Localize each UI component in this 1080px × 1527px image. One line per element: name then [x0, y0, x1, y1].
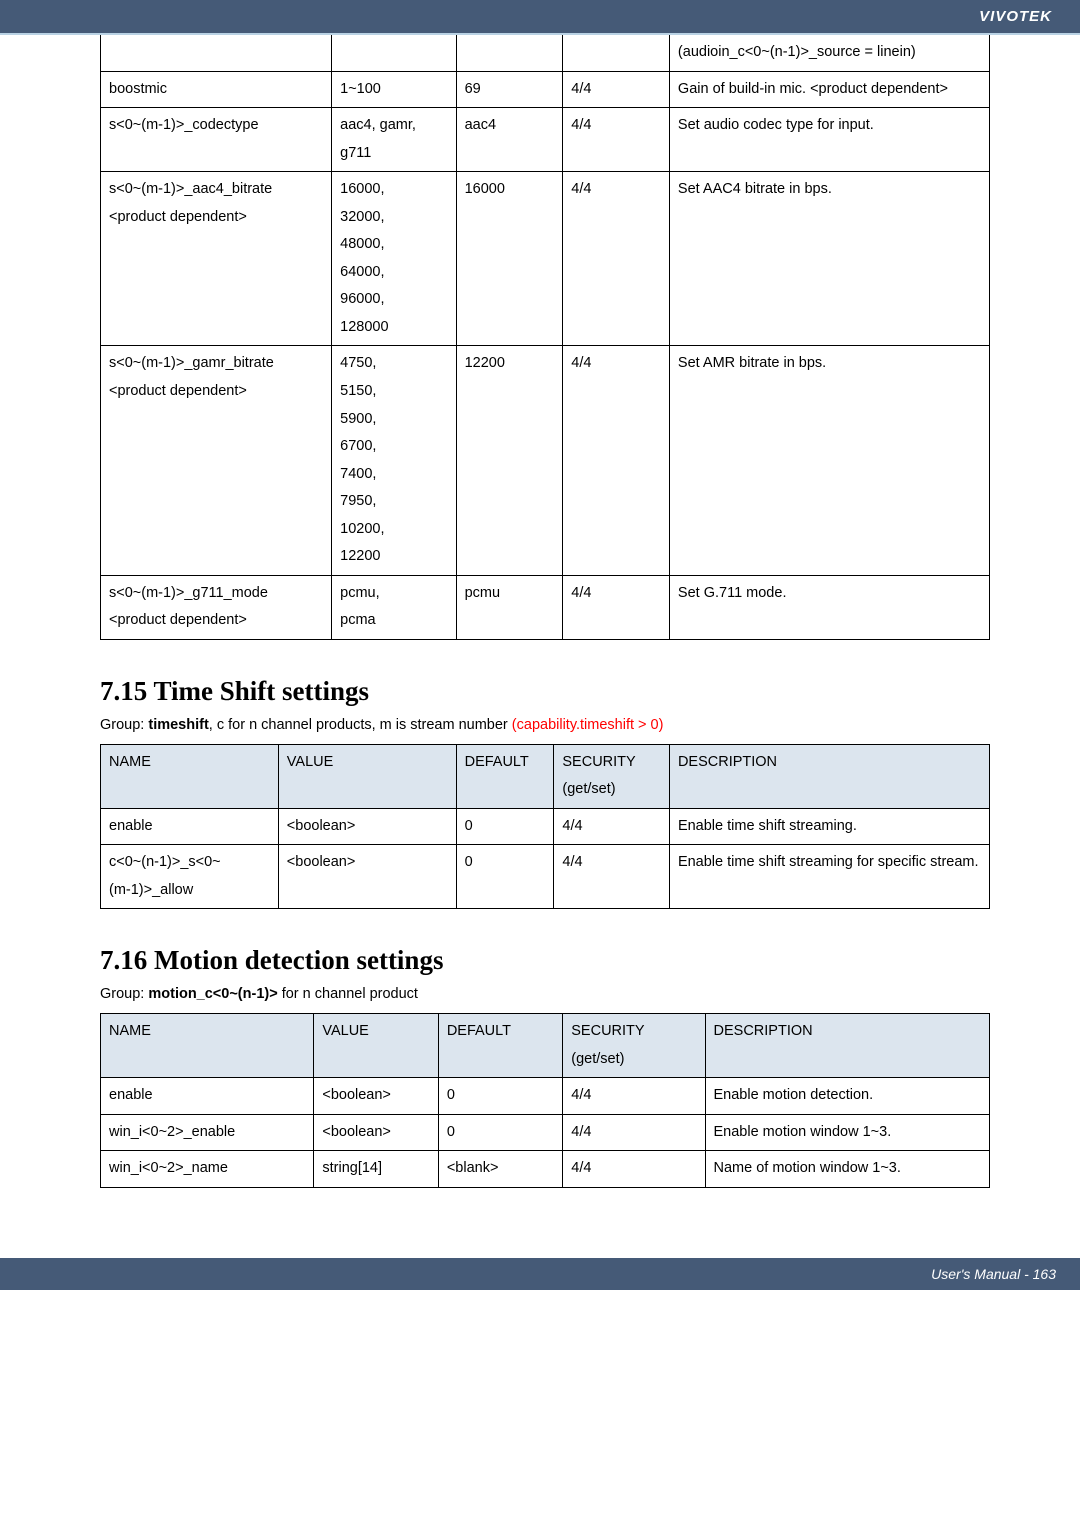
cell-def: 0 [438, 1078, 562, 1115]
group-rest: , c for n channel products, m is stream … [209, 717, 512, 733]
cell-name: enable [101, 808, 279, 845]
cell-value: 4750,5150,5900,6700,7400,7950,10200,1220… [332, 346, 456, 575]
cell-value: <boolean> [314, 1114, 438, 1151]
cell-def: 0 [438, 1114, 562, 1151]
cell-name: s<0~(m-1)>_codectype [101, 108, 332, 172]
column-header: DESCRIPTION [669, 744, 989, 808]
section-715-group: Group: timeshift, c for n channel produc… [100, 713, 990, 738]
cell-def: pcmu [456, 575, 563, 639]
table-row: boostmic1~100694/4Gain of build-in mic. … [101, 71, 990, 108]
column-header: VALUE [314, 1013, 438, 1077]
cell-name: enable [101, 1078, 314, 1115]
cell-desc: Gain of build-in mic. <product dependent… [669, 71, 989, 108]
table-row: enable<boolean>04/4Enable motion detecti… [101, 1078, 990, 1115]
group-red: (capability.timeshift > 0) [512, 717, 664, 733]
column-header: SECURITY(get/set) [554, 744, 670, 808]
cell-desc: (audioin_c<0~(n-1)>_source = linein) [669, 35, 989, 71]
section-715-title: 7.15 Time Shift settings [100, 676, 990, 707]
table-row: s<0~(m-1)>_gamr_bitrate<product dependen… [101, 346, 990, 575]
cell-sec: 4/4 [554, 845, 670, 909]
cell-name: win_i<0~2>_name [101, 1151, 314, 1188]
cell-value: <boolean> [314, 1078, 438, 1115]
footer: User's Manual - 163 [0, 1258, 1080, 1290]
cell-desc: Set audio codec type for input. [669, 108, 989, 172]
column-header: SECURITY(get/set) [563, 1013, 705, 1077]
table-row: (audioin_c<0~(n-1)>_source = linein) [101, 35, 990, 71]
group-prefix: Group: [100, 986, 148, 1002]
cell-sec: 4/4 [563, 172, 670, 346]
table-row: s<0~(m-1)>_codectypeaac4, gamr, g711aac4… [101, 108, 990, 172]
cell-value [332, 35, 456, 71]
section-716-title: 7.16 Motion detection settings [100, 945, 990, 976]
cell-desc: Set AMR bitrate in bps. [669, 346, 989, 575]
cell-name: s<0~(m-1)>_aac4_bitrate<product dependen… [101, 172, 332, 346]
content-area: (audioin_c<0~(n-1)>_source = linein)boos… [0, 35, 1080, 1218]
cell-desc: Set G.711 mode. [669, 575, 989, 639]
table-row: enable<boolean>04/4Enable time shift str… [101, 808, 990, 845]
table-row: c<0~(n-1)>_s<0~(m-1)>_allow<boolean>04/4… [101, 845, 990, 909]
column-header: DEFAULT [438, 1013, 562, 1077]
cell-value: <boolean> [278, 808, 456, 845]
cell-sec: 4/4 [563, 575, 670, 639]
table-row: s<0~(m-1)>_g711_mode<product dependent>p… [101, 575, 990, 639]
cell-sec: 4/4 [563, 346, 670, 575]
audio-params-table: (audioin_c<0~(n-1)>_source = linein)boos… [100, 35, 990, 640]
group-bold: timeshift [148, 717, 208, 733]
cell-def: 16000 [456, 172, 563, 346]
timeshift-table: NAMEVALUEDEFAULTSECURITY(get/set)DESCRIP… [100, 744, 990, 910]
column-header: NAME [101, 744, 279, 808]
motion-table: NAMEVALUEDEFAULTSECURITY(get/set)DESCRIP… [100, 1013, 990, 1188]
column-header: NAME [101, 1013, 314, 1077]
cell-value: pcmu,pcma [332, 575, 456, 639]
cell-name: boostmic [101, 71, 332, 108]
column-header: VALUE [278, 744, 456, 808]
cell-desc: Set AAC4 bitrate in bps. [669, 172, 989, 346]
table-row: s<0~(m-1)>_aac4_bitrate<product dependen… [101, 172, 990, 346]
table-row: win_i<0~2>_namestring[14]<blank>4/4Name … [101, 1151, 990, 1188]
cell-sec: 4/4 [563, 71, 670, 108]
column-header: DESCRIPTION [705, 1013, 990, 1077]
cell-sec: 4/4 [563, 1114, 705, 1151]
brand-header: VIVOTEK [0, 0, 1080, 33]
cell-name [101, 35, 332, 71]
cell-def: 0 [456, 808, 554, 845]
cell-desc: Name of motion window 1~3. [705, 1151, 990, 1188]
cell-sec: 4/4 [563, 1151, 705, 1188]
cell-value: 1~100 [332, 71, 456, 108]
group-bold: motion_c<0~(n-1)> [148, 986, 277, 1002]
cell-desc: Enable time shift streaming for specific… [669, 845, 989, 909]
column-header: DEFAULT [456, 744, 554, 808]
cell-def: 12200 [456, 346, 563, 575]
cell-name: s<0~(m-1)>_gamr_bitrate<product dependen… [101, 346, 332, 575]
cell-name: s<0~(m-1)>_g711_mode<product dependent> [101, 575, 332, 639]
cell-sec: 4/4 [563, 108, 670, 172]
cell-def [456, 35, 563, 71]
cell-name: c<0~(n-1)>_s<0~(m-1)>_allow [101, 845, 279, 909]
cell-value: <boolean> [278, 845, 456, 909]
cell-value: string[14] [314, 1151, 438, 1188]
cell-def: <blank> [438, 1151, 562, 1188]
cell-desc: Enable motion detection. [705, 1078, 990, 1115]
cell-sec: 4/4 [554, 808, 670, 845]
cell-def: 0 [456, 845, 554, 909]
section-716-group: Group: motion_c<0~(n-1)> for n channel p… [100, 982, 990, 1007]
cell-value: aac4, gamr, g711 [332, 108, 456, 172]
cell-sec [563, 35, 670, 71]
cell-def: aac4 [456, 108, 563, 172]
group-prefix: Group: [100, 717, 148, 733]
cell-def: 69 [456, 71, 563, 108]
cell-value: 16000,32000,48000,64000,96000,128000 [332, 172, 456, 346]
group-rest: for n channel product [278, 986, 418, 1002]
page: VIVOTEK (audioin_c<0~(n-1)>_source = lin… [0, 0, 1080, 1290]
footer-text: User's Manual - 163 [931, 1266, 1056, 1282]
cell-sec: 4/4 [563, 1078, 705, 1115]
table-row: win_i<0~2>_enable<boolean>04/4Enable mot… [101, 1114, 990, 1151]
cell-desc: Enable motion window 1~3. [705, 1114, 990, 1151]
cell-desc: Enable time shift streaming. [669, 808, 989, 845]
brand-text: VIVOTEK [979, 8, 1052, 25]
cell-name: win_i<0~2>_enable [101, 1114, 314, 1151]
